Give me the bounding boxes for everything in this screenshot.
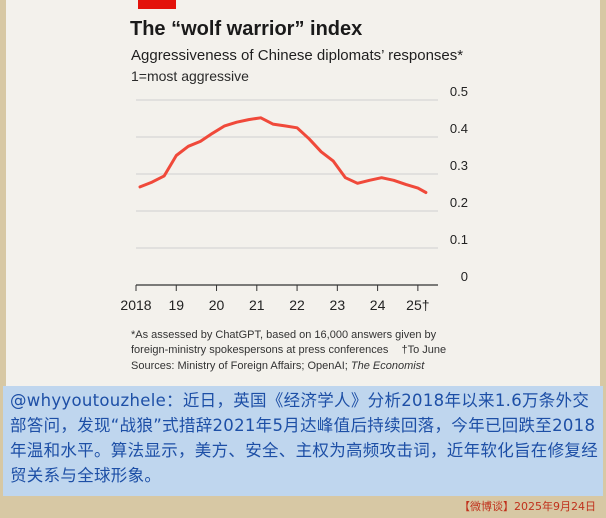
- series-line: [138, 116, 428, 194]
- footnote-method-cont-text: foreign-ministry spokespersons at press …: [131, 344, 389, 356]
- x-tick-label: 25†: [406, 297, 429, 313]
- gridlines: [136, 99, 438, 286]
- x-axis-ticks: 2018 19 20 21 22 23 24 25†: [120, 285, 430, 313]
- post-box: [3, 386, 603, 496]
- footnote-method-cont: foreign-ministry spokespersons at press …: [131, 344, 446, 356]
- series-lines: [138, 116, 428, 194]
- sources-text: Sources: Ministry of Foreign Affairs; Op…: [131, 360, 351, 372]
- y-tick-label: 0.4: [450, 121, 468, 136]
- post-text: @whyyoutouzhele：近日，英国《经济学人》分析2018年以来1.6万…: [10, 391, 598, 485]
- y-tick-label: 0: [461, 269, 468, 284]
- y-tick-label: 0.2: [450, 195, 468, 210]
- y-tick-label: 0.5: [450, 84, 468, 99]
- x-tick-label: 23: [330, 297, 346, 313]
- footnote-sources: Sources: Ministry of Foreign Affairs; Op…: [131, 360, 424, 372]
- x-tick-label: 22: [289, 297, 305, 313]
- economist-red-tab: [138, 0, 176, 9]
- footnote-method: *As assessed by ChatGPT, based on 16,000…: [131, 329, 437, 341]
- chart-subtitle: Aggressiveness of Chinese diplomats’ res…: [131, 47, 464, 64]
- sources-publication: The Economist: [350, 360, 425, 372]
- x-tick-label: 21: [249, 297, 265, 313]
- x-tick-label: 2018: [120, 297, 151, 313]
- x-tick-label: 20: [209, 297, 225, 313]
- chart-title: The “wolf warrior” index: [130, 18, 363, 40]
- x-tick-label: 19: [168, 297, 184, 313]
- x-tick-label: 24: [370, 297, 386, 313]
- y-axis-ticks: 0.5 0.4 0.3 0.2 0.1 0: [450, 84, 468, 284]
- y-tick-label: 0.1: [450, 232, 468, 247]
- footnote-to-june: †To June: [401, 344, 447, 356]
- y-tick-label: 0.3: [450, 158, 468, 173]
- post-source: 【微博谈】2025年9月24日: [459, 500, 596, 513]
- scale-note: 1=most aggressive: [131, 68, 249, 84]
- chart-card: [6, 0, 600, 386]
